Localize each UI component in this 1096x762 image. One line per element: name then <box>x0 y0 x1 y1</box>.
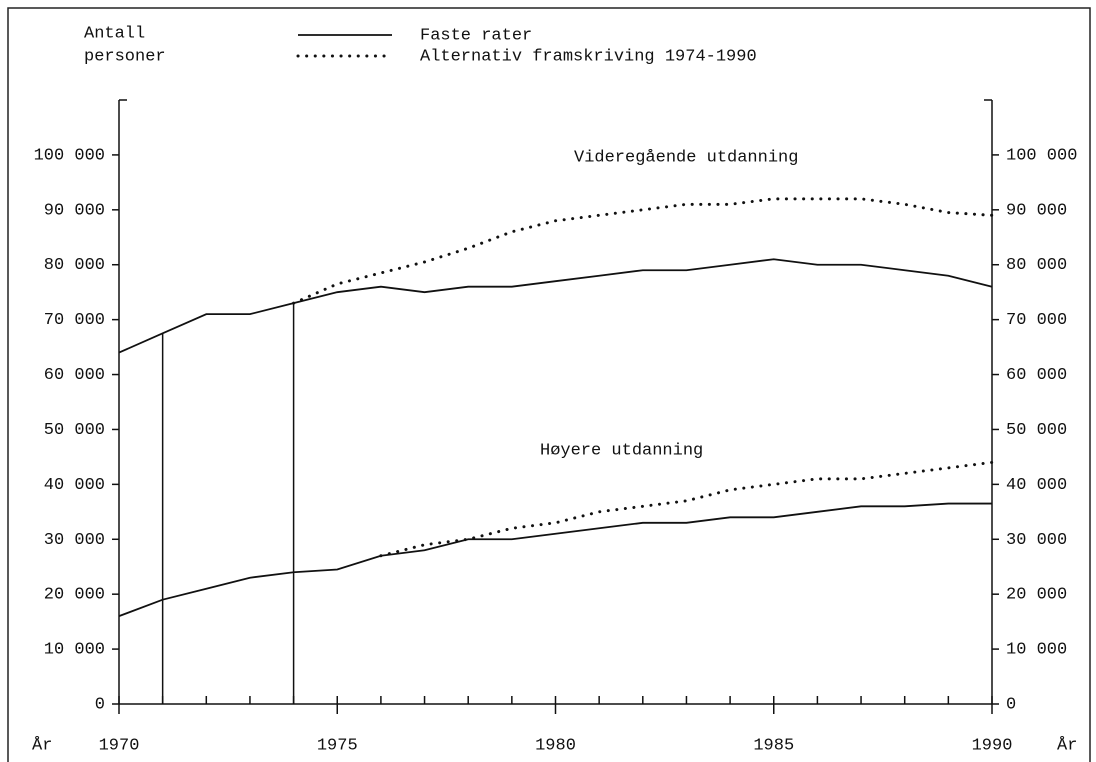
y-tick-label: 70 000 <box>1006 311 1067 330</box>
y-label: Antall <box>84 24 145 43</box>
y-tick-label: 50 000 <box>44 421 105 440</box>
x-tick-label: 1980 <box>535 736 576 755</box>
y-tick-label: 0 <box>1006 695 1016 714</box>
y-tick-label: 20 000 <box>1006 586 1067 605</box>
legend-label: Alternativ framskriving 1974-1990 <box>420 47 757 66</box>
y-tick-label: 10 000 <box>1006 641 1067 660</box>
y-tick-label: 100 000 <box>34 146 105 165</box>
annotation: Høyere utdanning <box>540 441 703 460</box>
y-tick-label: 70 000 <box>44 311 105 330</box>
frame <box>7 7 1091 762</box>
x-tick-label: 1975 <box>317 736 358 755</box>
data-line <box>379 460 994 558</box>
x-label: År <box>32 736 52 755</box>
data-line <box>118 502 992 617</box>
annotation: Videregående utdanning <box>574 148 798 167</box>
y-tick-label: 30 000 <box>1006 531 1067 550</box>
y-tick-label: 80 000 <box>1006 256 1067 275</box>
y-tick-label: 90 000 <box>1006 201 1067 220</box>
data-line <box>292 197 994 305</box>
y-tick-label: 20 000 <box>44 586 105 605</box>
data-line <box>118 258 993 354</box>
y-tick-label: 90 000 <box>44 201 105 220</box>
y-label: personer <box>84 47 166 66</box>
x-tick-label: 1985 <box>753 736 794 755</box>
y-tick-label: 0 <box>95 695 105 714</box>
y-tick-label: 60 000 <box>1006 366 1067 385</box>
y-tick-label: 100 000 <box>1006 146 1077 165</box>
y-tick-label: 50 000 <box>1006 421 1067 440</box>
x-tick-label: 1990 <box>972 736 1013 755</box>
y-tick-label: 80 000 <box>44 256 105 275</box>
y-tick-label: 60 000 <box>44 366 105 385</box>
y-tick-label: 10 000 <box>44 641 105 660</box>
y-tick-label: 30 000 <box>44 531 105 550</box>
y-tick-label: 40 000 <box>44 476 105 495</box>
x-tick-label: 1970 <box>99 736 140 755</box>
y-tick-label: 40 000 <box>1006 476 1067 495</box>
legend-label: Faste rater <box>420 26 532 45</box>
x-label: År <box>1057 736 1077 755</box>
